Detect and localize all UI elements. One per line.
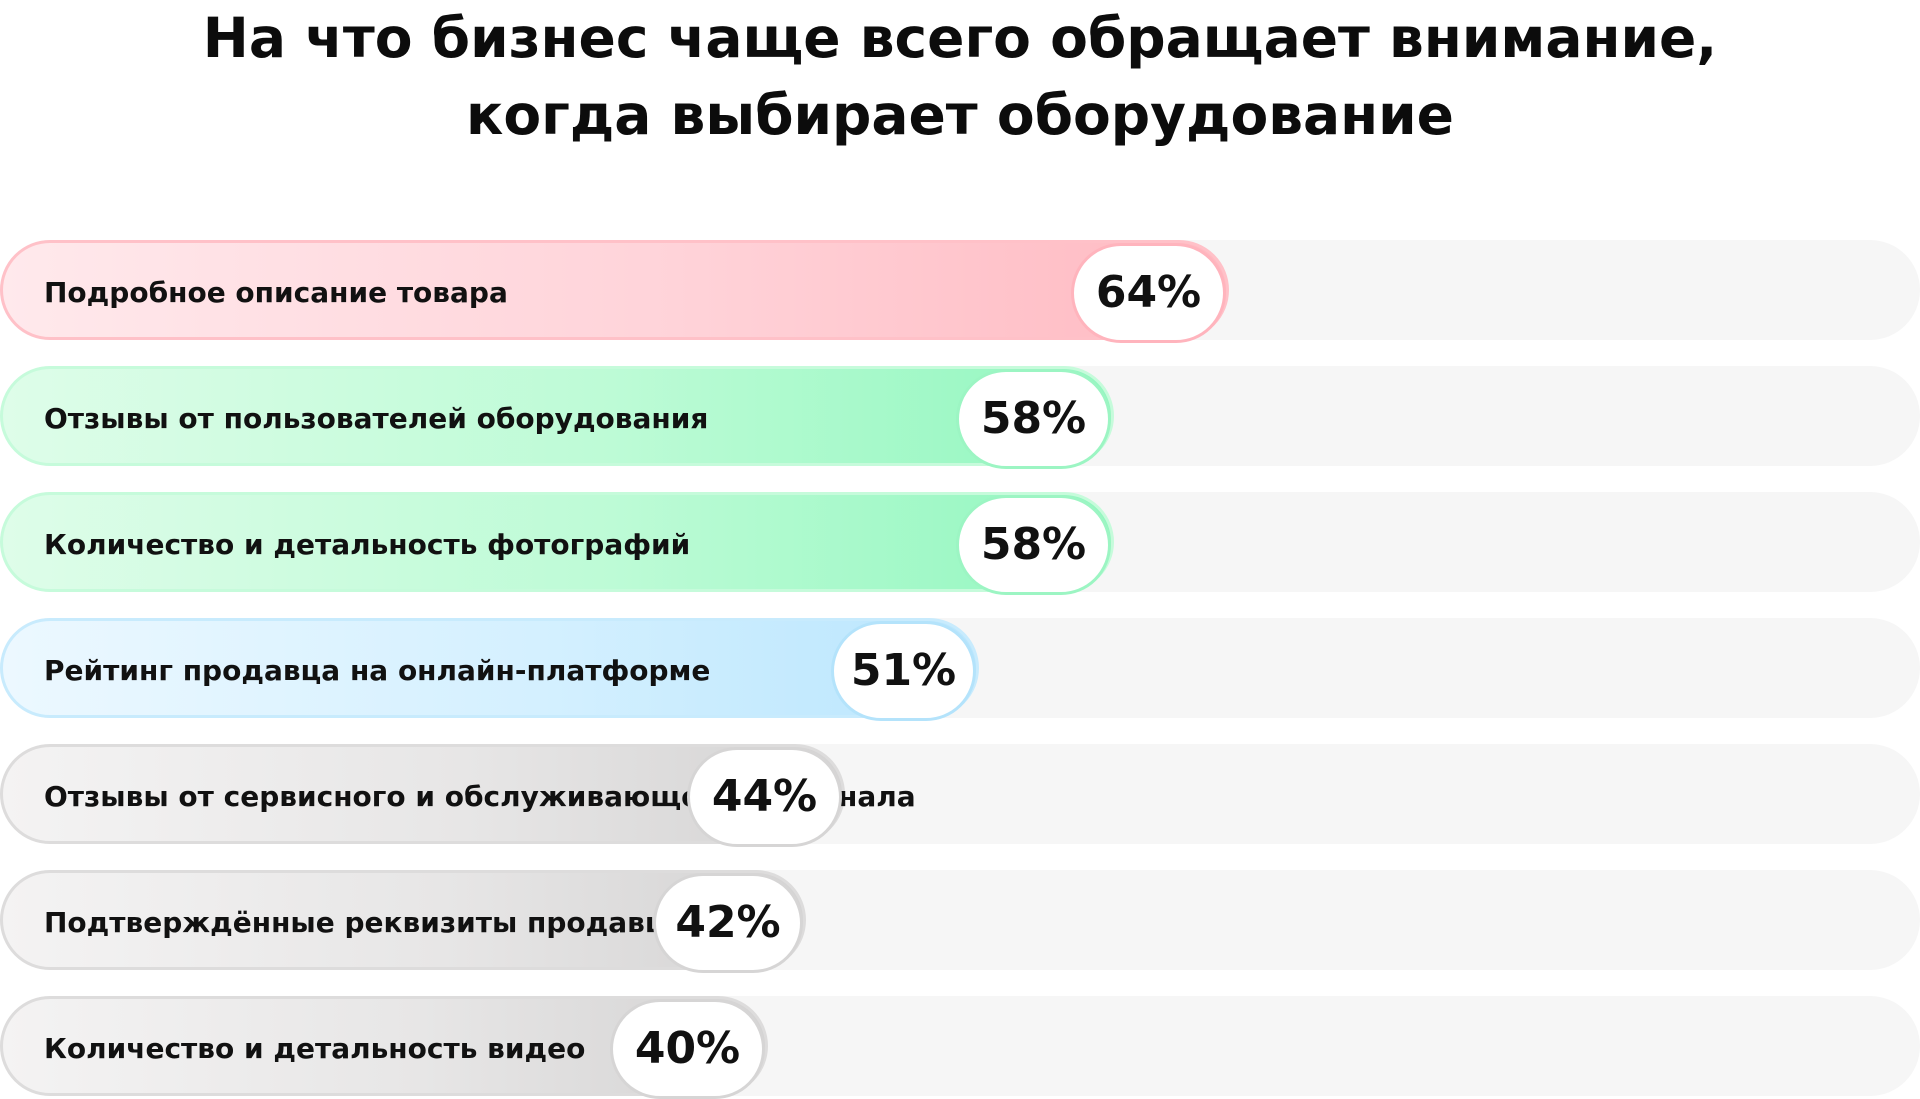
bar-value-label-6: 42% (653, 873, 803, 973)
bar-4: Рейтинг продавца на онлайн-платформе 51% (0, 618, 979, 721)
bar-6: Подтверждённые реквизиты продавца 42% (0, 870, 806, 973)
bar-2: Отзывы от пользователей оборудования 58% (0, 366, 1114, 469)
bar-value-label-5: 44% (687, 747, 842, 847)
chart-title: На что бизнес чаще всего обращает вниман… (0, 0, 1920, 154)
bar-track-5: Отзывы от сервисного и обслуживающего пе… (0, 744, 1920, 847)
bar-value-label-4: 51% (831, 621, 976, 721)
bar-label-3: Количество и детальность фотографий (44, 528, 691, 561)
bar-track-7: Количество и детальность видео 40% (0, 996, 1920, 1099)
bar-track-4: Рейтинг продавца на онлайн-платформе 51% (0, 618, 1920, 721)
bar-7: Количество и детальность видео 40% (0, 996, 768, 1099)
bar-value-label-2: 58% (956, 369, 1111, 469)
bar-value-label-3: 58% (956, 495, 1111, 595)
bar-label-7: Количество и детальность видео (44, 1032, 586, 1065)
bar-5: Отзывы от сервисного и обслуживающего пе… (0, 744, 916, 847)
bar-track-6: Подтверждённые реквизиты продавца 42% (0, 870, 1920, 973)
bar-label-2: Отзывы от пользователей оборудования (44, 402, 709, 435)
bar-value-label-7: 40% (610, 999, 765, 1099)
bar-1: Подробное описание товара 64% (0, 240, 1229, 343)
bar-track-3: Количество и детальность фотографий 58% (0, 492, 1920, 595)
bar-label-6: Подтверждённые реквизиты продавца (44, 906, 685, 939)
bar-track-1: Подробное описание товара 64% (0, 240, 1920, 343)
chart-title-line-2: когда выбирает оборудование (466, 83, 1454, 147)
bar-label-1: Подробное описание товара (44, 276, 508, 309)
bar-track-2: Отзывы от пользователей оборудования 58% (0, 366, 1920, 469)
chart-title-line-1: На что бизнес чаще всего обращает вниман… (202, 6, 1718, 70)
bar-label-4: Рейтинг продавца на онлайн-платформе (44, 654, 711, 687)
bar-3: Количество и детальность фотографий 58% (0, 492, 1114, 595)
bar-value-label-1: 64% (1071, 243, 1226, 343)
